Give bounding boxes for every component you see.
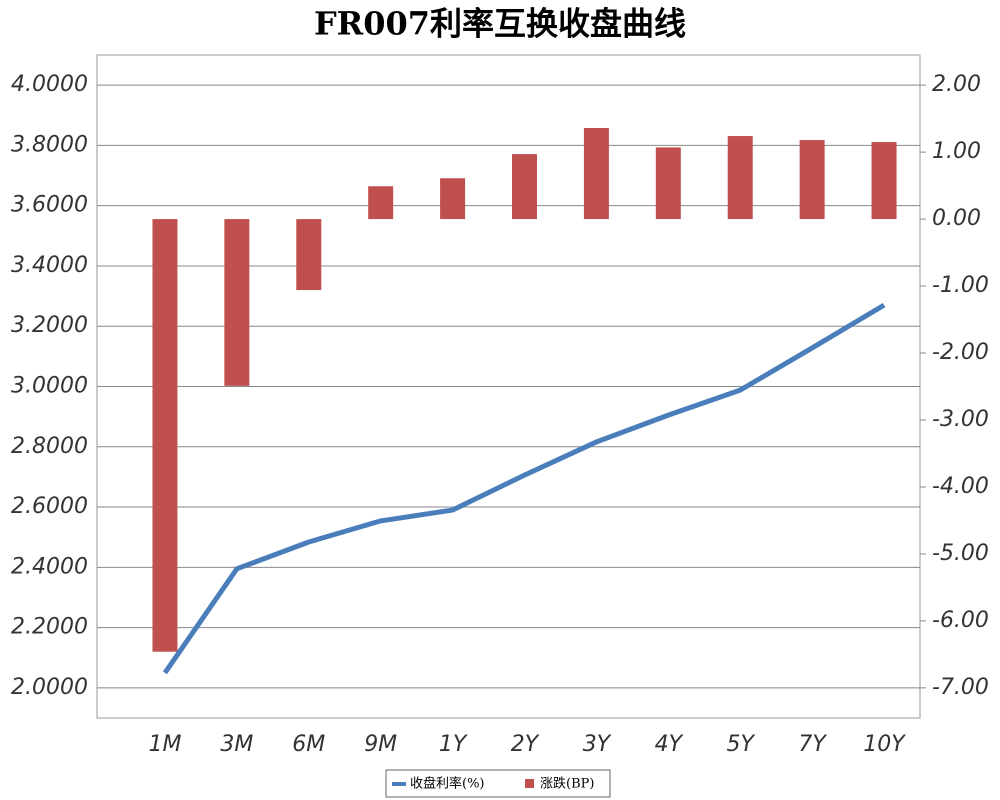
y2-tick-label: -1.00	[932, 273, 989, 298]
bar	[368, 186, 394, 220]
x-tick-label: 4Y	[655, 732, 684, 757]
x-tick-label: 6M	[292, 732, 325, 757]
x-tick-label: 5Y	[727, 732, 756, 757]
y2-tick-label: -3.00	[932, 407, 989, 432]
x-tick-label: 2Y	[511, 732, 540, 757]
bar	[224, 219, 250, 386]
y2-tick-label: 1.00	[932, 139, 981, 164]
y2-tick-label: -4.00	[932, 474, 989, 499]
legend-label: 收盘利率(%)	[410, 776, 485, 792]
bar	[152, 219, 178, 652]
legend-swatch	[525, 779, 534, 788]
y2-tick-label: -2.00	[932, 340, 989, 365]
x-tick-label: 3Y	[583, 732, 612, 757]
bar	[296, 219, 322, 291]
y2-tick-label: -5.00	[932, 541, 989, 566]
y-tick-label: 3.4000	[11, 253, 88, 278]
bar	[799, 140, 825, 220]
y-tick-label: 2.0000	[11, 675, 88, 700]
bar	[512, 154, 537, 220]
y2-tick-label: 0.00	[932, 206, 981, 231]
y-tick-label: 3.0000	[11, 374, 88, 399]
x-tick-label: 1M	[148, 732, 181, 757]
y2-tick-label: 2.00	[932, 72, 981, 97]
bar	[440, 178, 466, 220]
y-tick-label: 3.8000	[11, 132, 88, 157]
legend-box	[385, 769, 611, 798]
y-tick-label: 2.6000	[11, 494, 88, 519]
legend-label: 涨跌(BP)	[540, 776, 594, 792]
bar	[871, 142, 897, 220]
bar	[655, 147, 681, 220]
chart-title: FR007利率互换收盘曲线	[314, 5, 686, 43]
line	[162, 302, 886, 675]
y-tick-label: 3.6000	[11, 193, 88, 218]
y2-tick-label: -7.00	[932, 675, 989, 700]
y2-tick-label: -6.00	[932, 608, 989, 633]
x-tick-label: 3M	[220, 732, 253, 757]
x-tick-label: 1Y	[439, 732, 468, 757]
y-tick-label: 4.0000	[11, 72, 88, 97]
y-tick-label: 3.2000	[11, 313, 88, 338]
y-tick-label: 2.4000	[11, 554, 88, 579]
x-tick-label: 10Y	[863, 732, 906, 757]
y-tick-label: 2.8000	[11, 434, 88, 459]
y-tick-label: 2.2000	[11, 615, 88, 640]
x-tick-label: 9M	[364, 732, 397, 757]
bar	[727, 136, 753, 220]
bar	[583, 127, 609, 220]
x-tick-label: 7Y	[798, 732, 827, 757]
